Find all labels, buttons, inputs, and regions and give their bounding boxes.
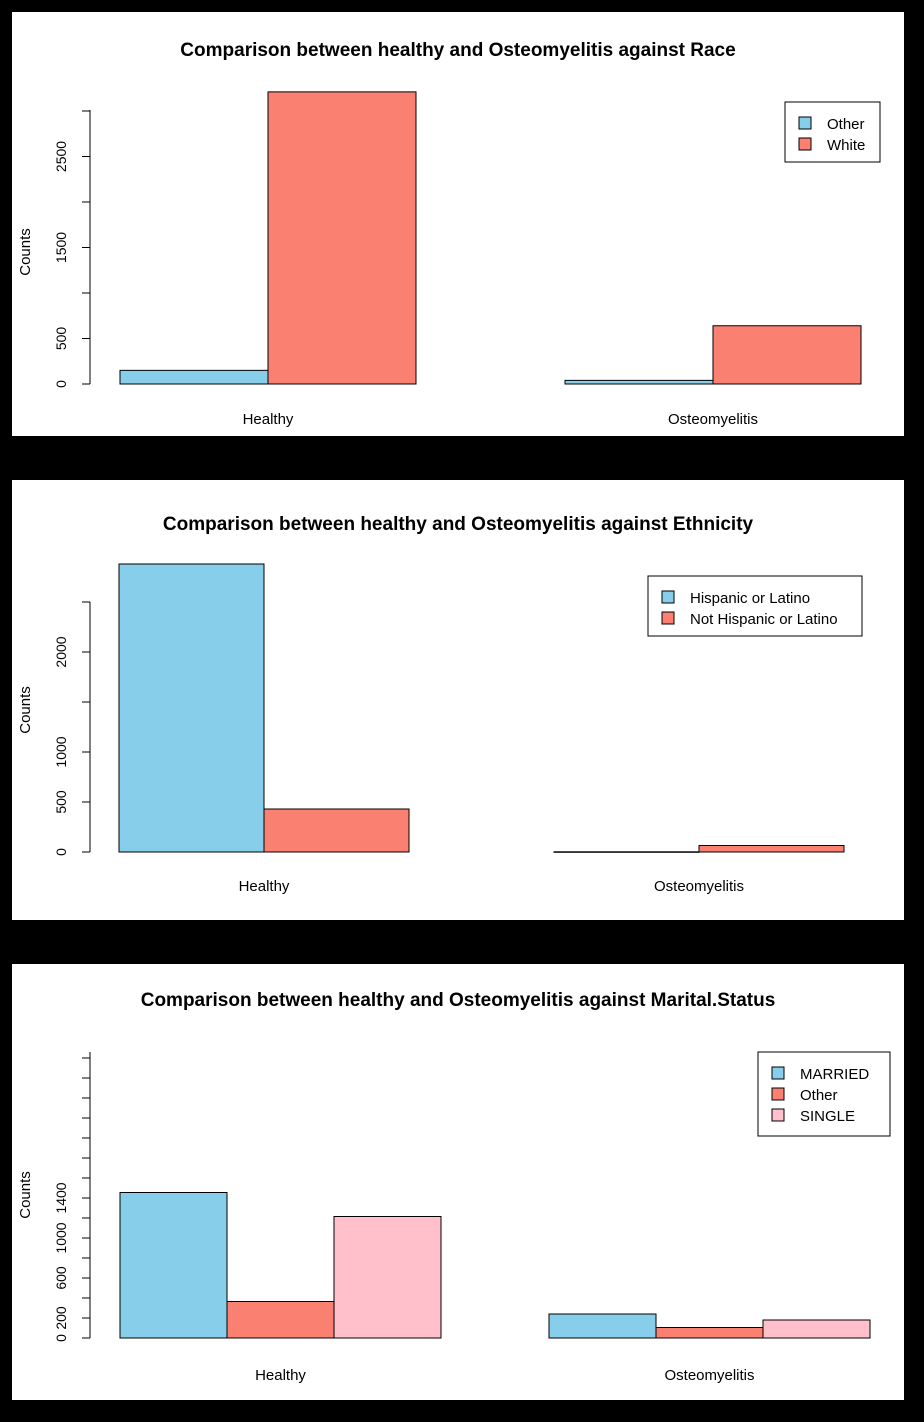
y-tick-label: 2000 xyxy=(53,636,69,667)
category-label: Osteomyelitis xyxy=(654,878,744,895)
bar-healthy-white xyxy=(267,91,417,385)
bar-osteomyelitis-not-hispanic-or-latino xyxy=(698,845,845,853)
category-label: Healthy xyxy=(239,878,290,895)
y-axis-label: Counts xyxy=(17,228,34,276)
category-label: Osteomyelitis xyxy=(664,1367,754,1384)
bar-osteomyelitis-other xyxy=(564,379,714,385)
y-tick-label: 500 xyxy=(53,790,69,814)
bar-healthy-not-hispanic-or-latino xyxy=(263,808,410,853)
ethnicity-chart: Comparison between healthy and Osteomyel… xyxy=(17,514,863,895)
bar-osteomyelitis-married xyxy=(548,1313,657,1339)
legend-label: SINGLE xyxy=(800,1108,855,1125)
legend-swatch-married xyxy=(771,1066,785,1080)
bar-healthy-single xyxy=(333,1216,442,1339)
race-chart: Comparison between healthy and Osteomyel… xyxy=(17,40,881,428)
chart-title: Comparison between healthy and Osteomyel… xyxy=(163,514,754,535)
legend-label: Other xyxy=(800,1087,838,1104)
y-tick-label: 1000 xyxy=(53,1222,69,1253)
y-tick-label: 500 xyxy=(53,327,69,351)
bar-healthy-other xyxy=(226,1301,335,1339)
race-chart-panel: Comparison between healthy and Osteomyel… xyxy=(12,12,904,436)
y-tick-label: 1000 xyxy=(53,736,69,767)
bar-osteomyelitis-single xyxy=(762,1319,871,1339)
category-label: Healthy xyxy=(255,1367,306,1384)
y-tick-label: 200 xyxy=(53,1306,69,1330)
legend-swatch-white xyxy=(798,137,812,151)
y-tick-label: 0 xyxy=(53,848,69,856)
bar-osteomyelitis-other xyxy=(655,1327,764,1339)
legend-swatch-other xyxy=(771,1087,785,1101)
legend-label: Not Hispanic or Latino xyxy=(690,611,838,628)
y-tick-label: 1400 xyxy=(53,1182,69,1213)
y-axis-label: Counts xyxy=(17,1171,34,1219)
bar-osteomyelitis-white xyxy=(712,325,862,385)
bar-osteomyelitis-hispanic-or-latino xyxy=(553,851,700,853)
y-tick-label: 0 xyxy=(53,1334,69,1342)
category-label: Osteomyelitis xyxy=(668,411,758,428)
y-axis-label: Counts xyxy=(17,686,34,734)
legend-label: White xyxy=(827,137,865,154)
y-tick-label: 0 xyxy=(53,380,69,388)
legend-label: Other xyxy=(827,116,865,133)
legend-swatch-hispanic-or-latino xyxy=(661,590,675,604)
y-tick-label: 600 xyxy=(53,1266,69,1290)
legend-swatch-single xyxy=(771,1108,785,1122)
category-label: Healthy xyxy=(243,411,294,428)
legend-swatch-not-hispanic-or-latino xyxy=(661,611,675,625)
legend-label: Hispanic or Latino xyxy=(690,590,810,607)
marital-status-chart-panel: Comparison between healthy and Osteomyel… xyxy=(12,964,904,1400)
legend-swatch-other xyxy=(798,116,812,130)
legend-box xyxy=(784,101,881,163)
y-tick-label: 2500 xyxy=(53,141,69,172)
legend-label: MARRIED xyxy=(800,1066,869,1083)
legend-box xyxy=(647,575,863,637)
bar-healthy-hispanic-or-latino xyxy=(118,563,265,853)
marital-status-chart: Comparison between healthy and Osteomyel… xyxy=(17,990,891,1384)
chart-title: Comparison between healthy and Osteomyel… xyxy=(180,40,735,61)
chart-title: Comparison between healthy and Osteomyel… xyxy=(141,990,776,1011)
ethnicity-chart-panel: Comparison between healthy and Osteomyel… xyxy=(12,480,904,920)
bar-healthy-other xyxy=(119,369,269,385)
y-tick-label: 1500 xyxy=(53,232,69,263)
bar-healthy-married xyxy=(119,1192,228,1339)
